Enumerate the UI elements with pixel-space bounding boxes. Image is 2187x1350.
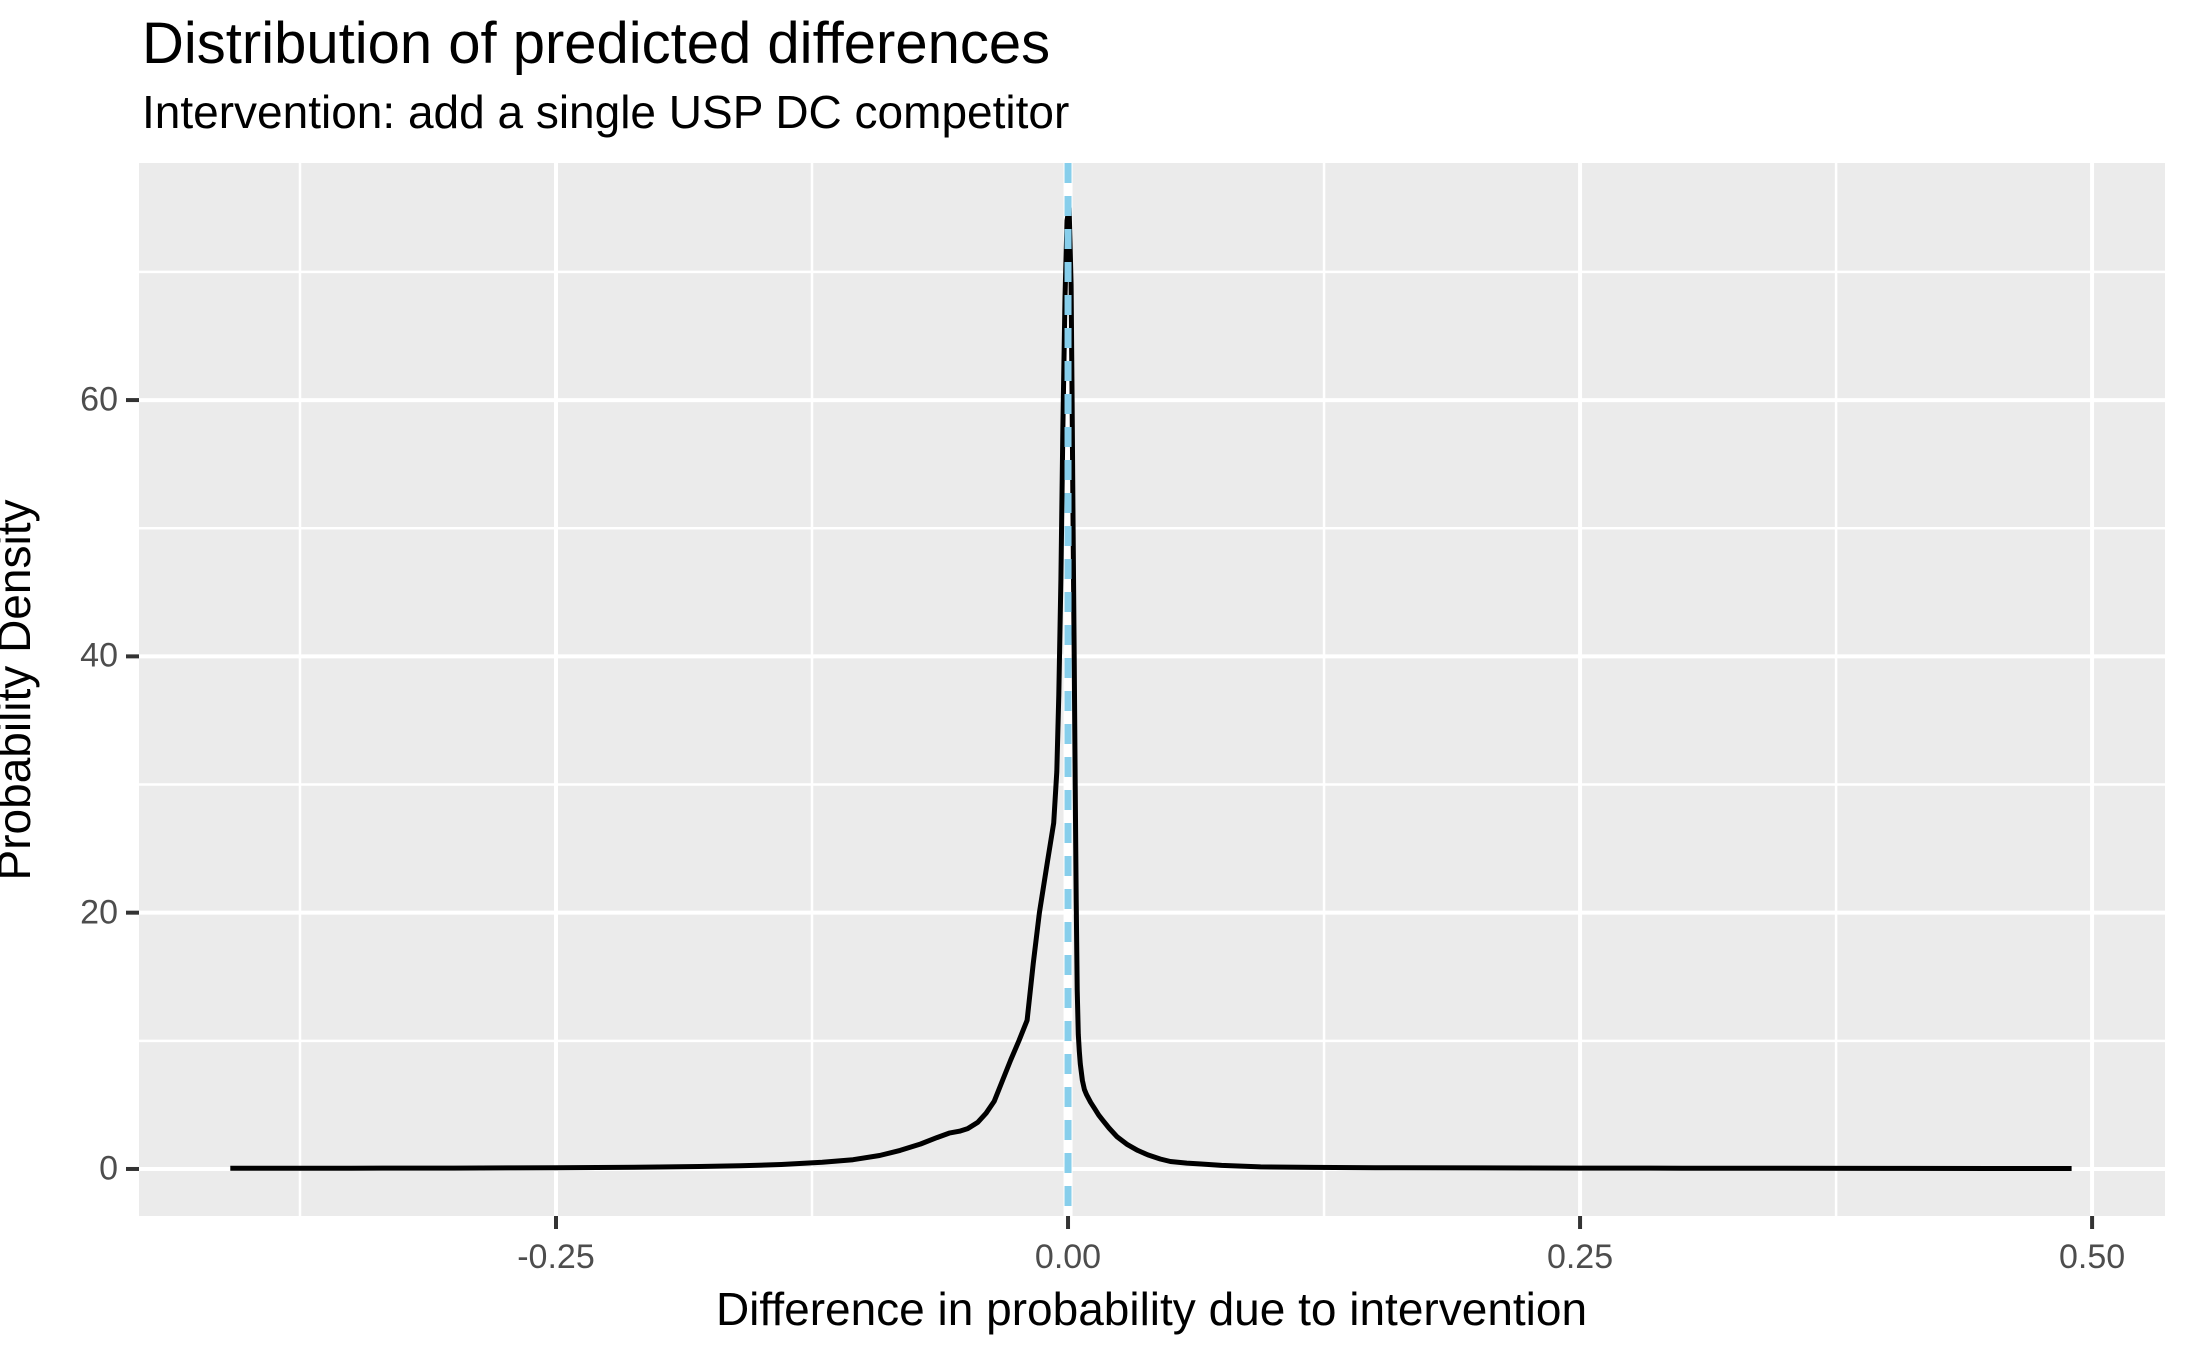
x-tick-label: 0.25 — [1546, 1238, 1614, 1276]
panel-background — [139, 163, 2165, 1216]
plot-title: Distribution of predicted differences — [142, 11, 1051, 76]
y-tick-label: 0 — [99, 1149, 118, 1188]
x-axis-title-text: Difference in probability due to interve… — [715, 1283, 1588, 1335]
x-tick-label: -0.25 — [517, 1238, 595, 1276]
plot-subtitle: Intervention: add a single USP DC compet… — [142, 86, 1070, 138]
y-tick-label: 60 — [80, 380, 118, 419]
x-axis-title: Difference in probability due to interve… — [0, 1282, 2187, 1336]
y-tick-label: 20 — [80, 893, 118, 932]
y-axis-title: Probability Density — [0, 499, 40, 881]
x-tick-label: 0.50 — [2058, 1238, 2126, 1276]
x-tick-label: 0.00 — [1034, 1238, 1102, 1276]
y-tick-label: 40 — [80, 636, 118, 675]
